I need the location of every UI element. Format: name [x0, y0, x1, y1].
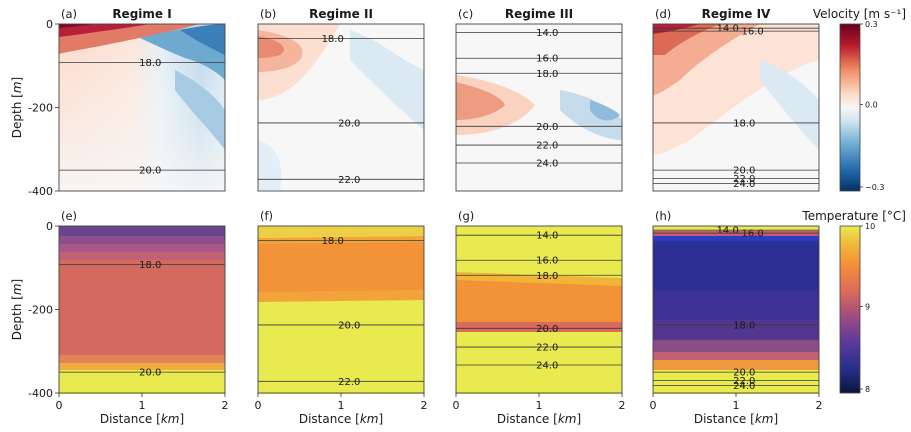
- panel-frame: [257, 23, 425, 192]
- x-axis-label: Distance [km]: [694, 412, 778, 426]
- x-tick-label: 2: [421, 399, 428, 412]
- contour-label: 18.0: [322, 34, 344, 45]
- x-axis-label: Distance [km]: [100, 412, 184, 426]
- panel-title: Regime III: [505, 7, 573, 21]
- y-tick-label: 0: [46, 18, 53, 31]
- panel-label: (g): [458, 209, 474, 223]
- panel-frame: [652, 23, 820, 192]
- contour-label: 16.0: [741, 27, 763, 38]
- field-g: [456, 226, 622, 394]
- panel-label: (e): [61, 209, 77, 223]
- panel-title: Regime II: [309, 7, 373, 21]
- contour-label: 16.0: [741, 229, 763, 240]
- x-tick-label: 1: [338, 399, 345, 412]
- contour-label: 20.0: [338, 320, 360, 331]
- x-tick-label: 2: [222, 399, 229, 412]
- contour-label: 24.0: [733, 381, 755, 392]
- contour-label: 14.0: [717, 24, 739, 35]
- y-tick-label: -400: [28, 185, 53, 198]
- contour-label: 14.0: [536, 28, 558, 39]
- x-axis-label: Distance [km]: [497, 412, 581, 426]
- colorbar-label: Velocity [m s⁻¹]: [813, 7, 906, 21]
- panel-title: Regime I: [112, 7, 171, 21]
- x-axis-label: Distance [km]: [299, 412, 383, 426]
- x-tick-label: 0: [650, 399, 657, 412]
- contour-label: 20.0: [139, 368, 161, 379]
- x-tick-label: 1: [536, 399, 543, 412]
- contour-label: 22.0: [733, 174, 755, 185]
- x-tick-label: 0: [255, 399, 262, 412]
- contour-label: 20.0: [536, 324, 558, 335]
- y-axis-label: Depth [m]: [10, 279, 24, 340]
- contour-label: 16.0: [536, 256, 558, 267]
- panel-frame: [455, 23, 623, 192]
- x-tick-label: 1: [733, 399, 740, 412]
- field-e: [59, 226, 225, 394]
- panel-label: (c): [458, 7, 473, 21]
- y-axis-label: Depth [m]: [10, 77, 24, 138]
- contour-label: 22.0: [733, 376, 755, 387]
- x-tick-label: 0: [453, 399, 460, 412]
- colorbar-tick-label: 0.0: [865, 101, 878, 110]
- field-a: [59, 24, 225, 191]
- contour-label: 14.0: [717, 226, 739, 237]
- contour-label: 24.0: [536, 159, 558, 170]
- contour-label: 16.0: [536, 54, 558, 65]
- colorbar-tick-label: −0.3: [865, 183, 884, 192]
- contour-label: 22.0: [536, 141, 558, 152]
- colorbar-tick-label: 0.3: [865, 20, 878, 29]
- field-d: [653, 24, 819, 191]
- contour-label: 22.0: [338, 377, 360, 388]
- panel-label: (f): [260, 209, 273, 223]
- contour-label: 24.0: [536, 361, 558, 372]
- contour-label: 18.0: [322, 236, 344, 247]
- colorbar-velocity: [839, 23, 861, 192]
- contour-label: 22.0: [338, 175, 360, 186]
- contour-label: 20.0: [733, 166, 755, 177]
- x-tick-label: 1: [139, 399, 146, 412]
- y-tick-label: -200: [28, 304, 53, 317]
- contour-label: 18.0: [536, 271, 558, 282]
- field-h: [653, 226, 819, 394]
- field-b: [258, 24, 424, 191]
- y-tick-label: 0: [46, 220, 53, 233]
- contour-label: 22.0: [536, 343, 558, 354]
- panel-title: Regime IV: [702, 7, 771, 21]
- panel-label: (b): [260, 7, 276, 21]
- contour-label: 20.0: [733, 368, 755, 379]
- contour-label: 18.0: [139, 260, 161, 271]
- contour-label: 18.0: [536, 69, 558, 80]
- field-f: [258, 226, 424, 394]
- x-tick-label: 0: [56, 399, 63, 412]
- panel-label: (d): [655, 7, 671, 21]
- panel-label: (h): [655, 209, 671, 223]
- contour-label: 20.0: [139, 166, 161, 177]
- x-tick-label: 2: [816, 399, 823, 412]
- contour-label: 18.0: [733, 118, 755, 129]
- contour-label: 18.0: [733, 320, 755, 331]
- colorbar-tick-label: 8: [865, 385, 870, 394]
- contour-label: 20.0: [338, 118, 360, 129]
- contour-label: 18.0: [139, 58, 161, 69]
- x-tick-label: 2: [619, 399, 626, 412]
- colorbar-label: Temperature [°C]: [801, 209, 906, 223]
- contour-label: 14.0: [536, 231, 558, 242]
- colorbar-temperature: [839, 225, 861, 394]
- colorbar-tick-label: 10: [865, 222, 875, 231]
- panel-label: (a): [61, 7, 77, 21]
- colorbar-tick-label: 9: [865, 303, 870, 312]
- y-tick-label: -200: [28, 102, 53, 115]
- contour-label: 20.0: [536, 122, 558, 133]
- contour-label: 24.0: [733, 179, 755, 190]
- y-tick-label: -400: [28, 387, 53, 400]
